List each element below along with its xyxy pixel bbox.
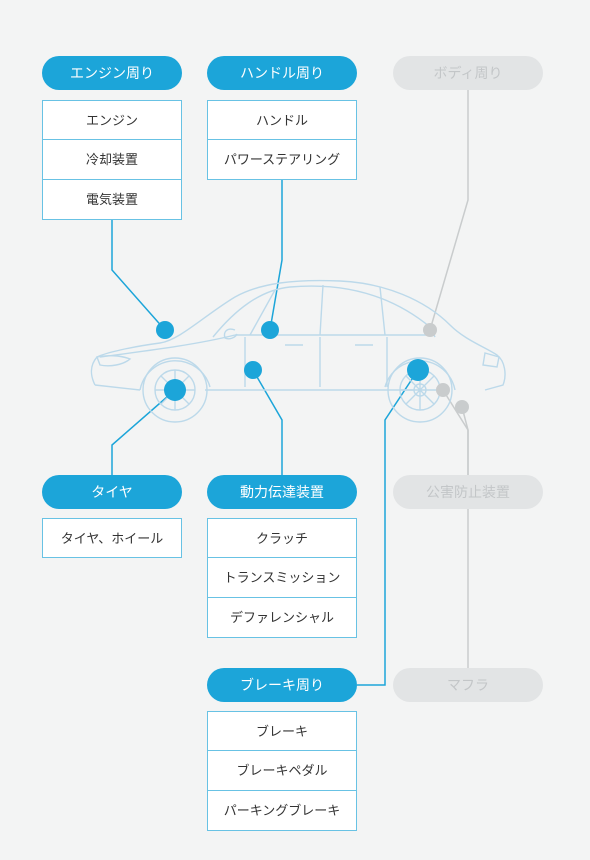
engine-category-pill[interactable]: エンジン周り [42, 56, 182, 90]
car-illustration [85, 275, 510, 430]
powertrain-item-list: クラッチトランスミッションデファレンシャル [207, 518, 357, 638]
engine-item-list: エンジン冷却装置電気装置 [42, 100, 182, 220]
brake-item[interactable]: パーキングブレーキ [207, 791, 357, 831]
muffler-category-pill[interactable]: マフラ [393, 668, 543, 702]
muffler-dot [455, 400, 469, 414]
engine-item[interactable]: エンジン [42, 100, 182, 140]
body-dot [423, 323, 437, 337]
pollution-dot [436, 383, 450, 397]
handle-item[interactable]: パワーステアリング [207, 140, 357, 180]
handle-item-list: ハンドルパワーステアリング [207, 100, 357, 180]
brake-dot [407, 359, 429, 381]
body-category-pill[interactable]: ボディ周り [393, 56, 543, 90]
powertrain-category-pill[interactable]: 動力伝達装置 [207, 475, 357, 509]
handle-category-pill[interactable]: ハンドル周り [207, 56, 357, 90]
powertrain-item[interactable]: デファレンシャル [207, 598, 357, 638]
handle-dot [261, 321, 279, 339]
tire-item-list: タイヤ、ホイール [42, 518, 182, 558]
tire-dot [164, 379, 186, 401]
powertrain-item[interactable]: クラッチ [207, 518, 357, 558]
brake-item[interactable]: ブレーキ [207, 711, 357, 751]
pollution-category-pill[interactable]: 公害防止装置 [393, 475, 543, 509]
engine-item[interactable]: 冷却装置 [42, 140, 182, 180]
brake-category-pill[interactable]: ブレーキ周り [207, 668, 357, 702]
handle-item[interactable]: ハンドル [207, 100, 357, 140]
powertrain-item[interactable]: トランスミッション [207, 558, 357, 598]
tire-category-pill[interactable]: タイヤ [42, 475, 182, 509]
powertrain-dot [244, 361, 262, 379]
engine-item[interactable]: 電気装置 [42, 180, 182, 220]
tire-item[interactable]: タイヤ、ホイール [42, 518, 182, 558]
brake-item[interactable]: ブレーキペダル [207, 751, 357, 791]
engine-dot [156, 321, 174, 339]
brake-item-list: ブレーキブレーキペダルパーキングブレーキ [207, 711, 357, 831]
